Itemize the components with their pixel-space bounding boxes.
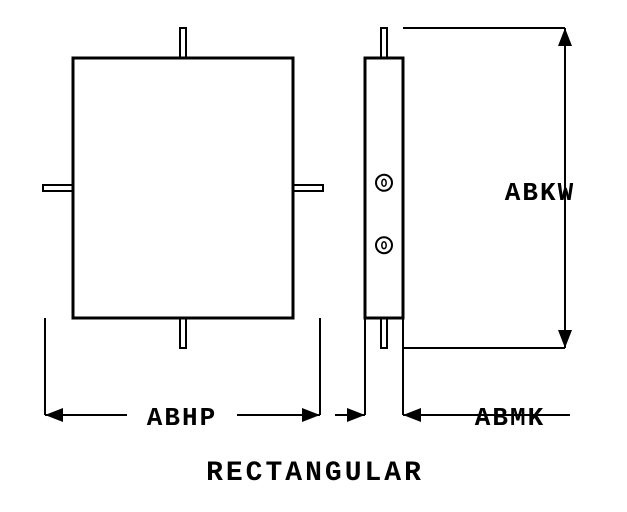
side-tab-top — [381, 28, 387, 58]
side-hole-1-inner — [382, 179, 386, 186]
front-tab-bottom — [180, 318, 186, 348]
side-tab-bottom — [381, 318, 387, 348]
diagram-canvas: ABHP ABMK ABKW RECTANGULAR — [0, 0, 627, 512]
side-hole-2-inner — [382, 242, 386, 249]
abkw-label: ABKW — [505, 178, 575, 208]
front-view-body — [73, 58, 293, 318]
diagram-title: RECTANGULAR — [206, 458, 424, 489]
front-tab-top — [180, 28, 186, 58]
front-tab-right — [293, 185, 323, 191]
abhp-label: ABHP — [147, 403, 217, 433]
abmk-label: ABMK — [475, 403, 545, 433]
front-tab-left — [43, 185, 73, 191]
